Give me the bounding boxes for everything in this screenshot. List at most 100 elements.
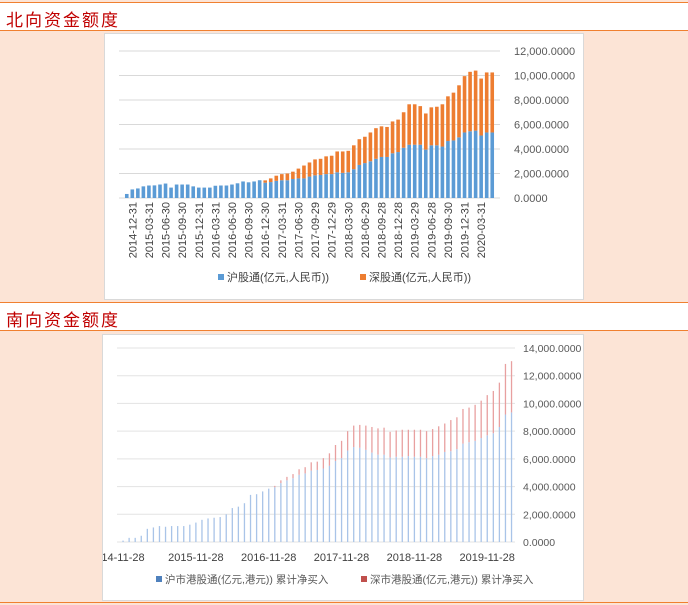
x-tick-label: 2015-12-31 (194, 202, 206, 258)
bar-shanghai-hk-connect (304, 473, 306, 542)
bar-shanghai-connect (379, 156, 384, 198)
bar-shanghai-hk-connect (456, 449, 458, 542)
bar-shenzhen-hk-connect (456, 417, 458, 450)
bar-shanghai-connect (429, 145, 434, 198)
bar-shenzhen-connect (351, 145, 356, 170)
bar-shenzhen-connect (435, 106, 439, 146)
bar-shanghai-hk-connect (164, 526, 167, 542)
bar-shanghai-connect (335, 172, 339, 198)
bar-shanghai-connect (191, 186, 196, 198)
bar-shenzhen-hk-connect (492, 390, 494, 434)
bar-shanghai-connect (124, 193, 129, 198)
bar-shanghai-connect (490, 132, 495, 198)
bar-shenzhen-connect (429, 107, 434, 146)
bar-shenzhen-connect (451, 92, 456, 141)
x-tick-label: 2019-12-31 (460, 202, 472, 258)
bar-shanghai-connect (363, 163, 367, 198)
bar-shanghai-hk-connect (231, 508, 233, 542)
y-tick-label: 4,000.0000 (523, 482, 576, 494)
bar-shenzhen-connect (396, 119, 400, 153)
x-tick-label: 2015-09-30 (177, 202, 189, 258)
bar-shenzhen-hk-connect (419, 429, 422, 457)
x-tick-label: 2016-09-30 (244, 202, 256, 258)
bar-shanghai-hk-connect (419, 456, 422, 542)
section-header-southbound: 南向资金额度 (0, 302, 688, 331)
bar-shanghai-connect (390, 153, 395, 198)
bar-shanghai-connect (163, 183, 168, 198)
x-tick-label: 2018-06-29 (360, 202, 372, 258)
bar-shanghai-hk-connect (340, 458, 343, 542)
southbound-chart: 0.0000 2,000.0000 4,000.0000 6,000.0000 8,00… (101, 334, 584, 601)
x-tick-label: 14-11-28 (103, 552, 145, 564)
x-tick-label: 2017-03-31 (277, 202, 289, 258)
y-tick-label: 2,000.0000 (514, 169, 569, 181)
bar-shenzhen-connect (468, 71, 472, 132)
section-header-northbound: 北向资金额度 (0, 2, 688, 31)
legend-label: 沪股通(亿元,人民币)) (227, 270, 329, 284)
y-tick-label: 10,000.0000 (523, 398, 582, 410)
southbound-chart-svg: 0.0000 2,000.0000 4,000.0000 6,000.0000 8,00… (101, 343, 582, 586)
bar-shanghai-connect (174, 184, 179, 198)
bar-shenzhen-connect (390, 121, 395, 154)
bar-shenzhen-connect (479, 78, 483, 136)
bar-shanghai-hk-connect (444, 451, 446, 542)
bar-shanghai-connect (446, 141, 450, 198)
bar-shanghai-connect (208, 187, 212, 198)
x-tick-label: 2017-09-29 (310, 202, 322, 258)
bar-shanghai-hk-connect (316, 469, 318, 542)
y-tick-label: 12,000.0000 (514, 46, 575, 58)
bar-shanghai-connect (385, 156, 389, 198)
bar-shenzhen-connect (462, 76, 467, 133)
bar-shanghai-connect (185, 184, 190, 198)
bar-shanghai-connect (318, 174, 323, 198)
section-title: 南向资金额度 (6, 311, 120, 331)
bar-shanghai-connect (374, 158, 378, 198)
bar-shanghai-connect (158, 184, 162, 198)
bar-shanghai-connect (401, 147, 406, 198)
bar-shanghai-connect (484, 132, 489, 198)
bar-shanghai-hk-connect (462, 443, 464, 542)
bar-shanghai-hk-connect (177, 526, 179, 542)
bar-shenzhen-hk-connect (413, 429, 416, 457)
bar-shenzhen-connect (274, 175, 279, 181)
y-tick-label: 4,000.0000 (514, 144, 569, 156)
bar-shenzhen-hk-connect (468, 407, 470, 443)
legend-label: 深股通(亿元,人民币)) (369, 271, 471, 284)
bar-shanghai-connect (407, 144, 411, 198)
bar-shanghai-connect (473, 130, 478, 198)
bar-shenzhen-hk-connect (462, 408, 464, 444)
bar-shenzhen-connect (335, 151, 339, 173)
bar-shenzhen-hk-connect (316, 461, 318, 470)
bar-shanghai-hk-connect (158, 526, 161, 542)
bar-shenzhen-connect (329, 155, 334, 175)
bar-shanghai-connect (351, 169, 356, 198)
x-tick-label: 2015-06-30 (161, 202, 173, 258)
bar-shanghai-hk-connect (128, 537, 130, 542)
bar-shanghai-hk-connect (195, 522, 197, 542)
bar-shenzhen-connect (285, 173, 290, 181)
x-tick-label: 2018-09-28 (376, 202, 388, 258)
bar-shanghai-hk-connect (140, 535, 142, 542)
x-tick-label: 2015-11-28 (168, 552, 223, 564)
bar-shanghai-connect (324, 174, 328, 198)
bar-shenzhen-connect (440, 104, 445, 147)
bar-shanghai-hk-connect (353, 447, 355, 542)
x-tick-label: 2017-06-30 (293, 202, 305, 258)
bar-shenzhen-hk-connect (431, 429, 434, 457)
bar-shenzhen-connect (313, 159, 317, 176)
bar-shanghai-connect (246, 182, 251, 198)
bar-shanghai-connect (462, 132, 467, 198)
legend-swatch (218, 274, 224, 280)
bar-shenzhen-hk-connect (438, 426, 440, 455)
bar-shanghai-hk-connect (510, 412, 513, 542)
bar-shanghai-connect (169, 187, 173, 198)
bar-shanghai-hk-connect (298, 474, 300, 542)
bar-shanghai-connect (280, 180, 284, 198)
bar-shanghai-connect (257, 180, 262, 198)
bar-shanghai-connect (368, 161, 373, 198)
bar-shenzhen-hk-connect (474, 404, 476, 441)
x-tick-label: 2019-06-28 (426, 202, 438, 258)
bar-shanghai-hk-connect (310, 470, 312, 542)
x-tick-label: 2019-09-30 (443, 202, 455, 258)
bar-shanghai-connect (440, 146, 445, 198)
